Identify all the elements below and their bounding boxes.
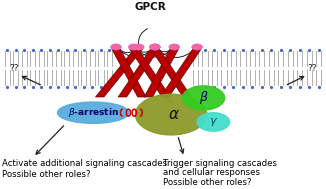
- Polygon shape: [118, 49, 159, 97]
- Text: $\beta$-arrestin: $\beta$-arrestin: [68, 106, 119, 119]
- Circle shape: [149, 44, 160, 50]
- Circle shape: [149, 44, 160, 50]
- Circle shape: [133, 44, 144, 50]
- Circle shape: [192, 44, 202, 50]
- Polygon shape: [160, 49, 201, 97]
- Circle shape: [111, 44, 122, 50]
- Text: Possible other roles?: Possible other roles?: [2, 170, 91, 179]
- Text: $\beta$: $\beta$: [199, 89, 208, 106]
- Text: $\gamma$: $\gamma$: [209, 116, 218, 128]
- Circle shape: [128, 44, 139, 50]
- Circle shape: [169, 44, 180, 50]
- Text: Possible other roles?: Possible other roles?: [163, 177, 251, 187]
- Circle shape: [135, 94, 207, 135]
- Text: and cellular responses: and cellular responses: [163, 168, 260, 177]
- Polygon shape: [96, 49, 143, 97]
- Text: Activate additional signaling cascades: Activate additional signaling cascades: [2, 159, 168, 168]
- Ellipse shape: [57, 102, 129, 123]
- Polygon shape: [129, 49, 170, 97]
- Circle shape: [183, 86, 225, 110]
- Text: ??: ??: [9, 64, 19, 73]
- Text: $\alpha$: $\alpha$: [169, 107, 180, 122]
- Polygon shape: [144, 49, 179, 97]
- Text: Trigger signaling cascades: Trigger signaling cascades: [163, 159, 277, 168]
- Text: ??: ??: [307, 64, 317, 73]
- Text: GPCR: GPCR: [134, 2, 166, 12]
- Polygon shape: [151, 49, 192, 97]
- Polygon shape: [112, 49, 146, 97]
- Circle shape: [197, 113, 230, 131]
